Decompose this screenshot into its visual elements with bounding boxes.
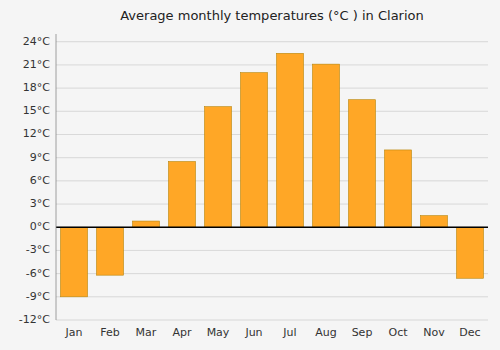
grid-line (56, 296, 488, 297)
y-tick-label: 24°C (23, 35, 50, 48)
y-tick-label: 15°C (23, 104, 50, 117)
chart-container: -12°C -9°C -6°C -3°C 0°C 3°C 6°C 9°C 12°C 15°C 18°… (0, 0, 500, 350)
y-tick-label: 6°C (30, 174, 50, 187)
bar (133, 221, 160, 227)
bar (349, 100, 376, 228)
x-tick-label: Apr (172, 326, 192, 339)
x-tick-labels: Jan Feb Mar Apr May Jun Jul Aug Sep Oct Nov Dec (65, 326, 481, 339)
x-tick-label: Dec (459, 326, 480, 339)
grid-line (56, 180, 488, 181)
y-tick-label: -12°C (19, 313, 50, 326)
grid-line (56, 88, 488, 89)
x-tick-label: Jul (282, 326, 296, 339)
grid (56, 42, 488, 320)
bars (61, 53, 484, 296)
x-tick-label: Mar (136, 326, 157, 339)
y-axis-line (56, 34, 57, 320)
zero-line (56, 226, 488, 228)
y-tick-label: -6°C (26, 267, 50, 280)
y-tick-label: 21°C (23, 58, 50, 71)
bar (205, 107, 232, 228)
chart-svg: -12°C -9°C -6°C -3°C 0°C 3°C 6°C 9°C 12°C 15°C 18°… (0, 0, 500, 350)
bar (421, 216, 448, 228)
y-tick-labels: -12°C -9°C -6°C -3°C 0°C 3°C 6°C 9°C 12°C 15°C 18°… (19, 35, 50, 326)
x-tick-label: Feb (100, 326, 119, 339)
bar (61, 227, 88, 297)
bar (277, 53, 304, 227)
x-tick-label: Jan (65, 326, 83, 339)
grid-line (56, 111, 488, 112)
y-tick-label: 3°C (30, 197, 50, 210)
y-tick-label: 18°C (23, 81, 50, 94)
y-tick-label: 0°C (30, 220, 50, 233)
y-tick-label: -3°C (26, 243, 50, 256)
x-tick-label: May (207, 326, 230, 339)
x-tick-label: Aug (315, 326, 336, 339)
bar (241, 73, 268, 228)
grid-line (56, 157, 488, 158)
x-tick-label: Jun (244, 326, 262, 339)
grid-line (56, 204, 488, 205)
grid-line (56, 64, 488, 65)
background (0, 0, 500, 350)
grid-line (56, 227, 488, 228)
grid-line (56, 320, 488, 321)
x-tick-label: Oct (388, 326, 408, 339)
x-tick-label: Sep (352, 326, 373, 339)
grid-line (56, 134, 488, 135)
y-tick-label: 9°C (30, 151, 50, 164)
bar (97, 227, 124, 275)
bar (169, 162, 196, 228)
y-tick-label: 12°C (23, 127, 50, 140)
x-tick-label: Nov (423, 326, 445, 339)
bar (385, 150, 412, 227)
title: Average monthly temperatures (°C ) in Cl… (120, 8, 424, 23)
y-tick-label: -9°C (26, 290, 50, 303)
grid-line (56, 41, 488, 42)
bar (457, 227, 484, 278)
bar (313, 64, 340, 227)
